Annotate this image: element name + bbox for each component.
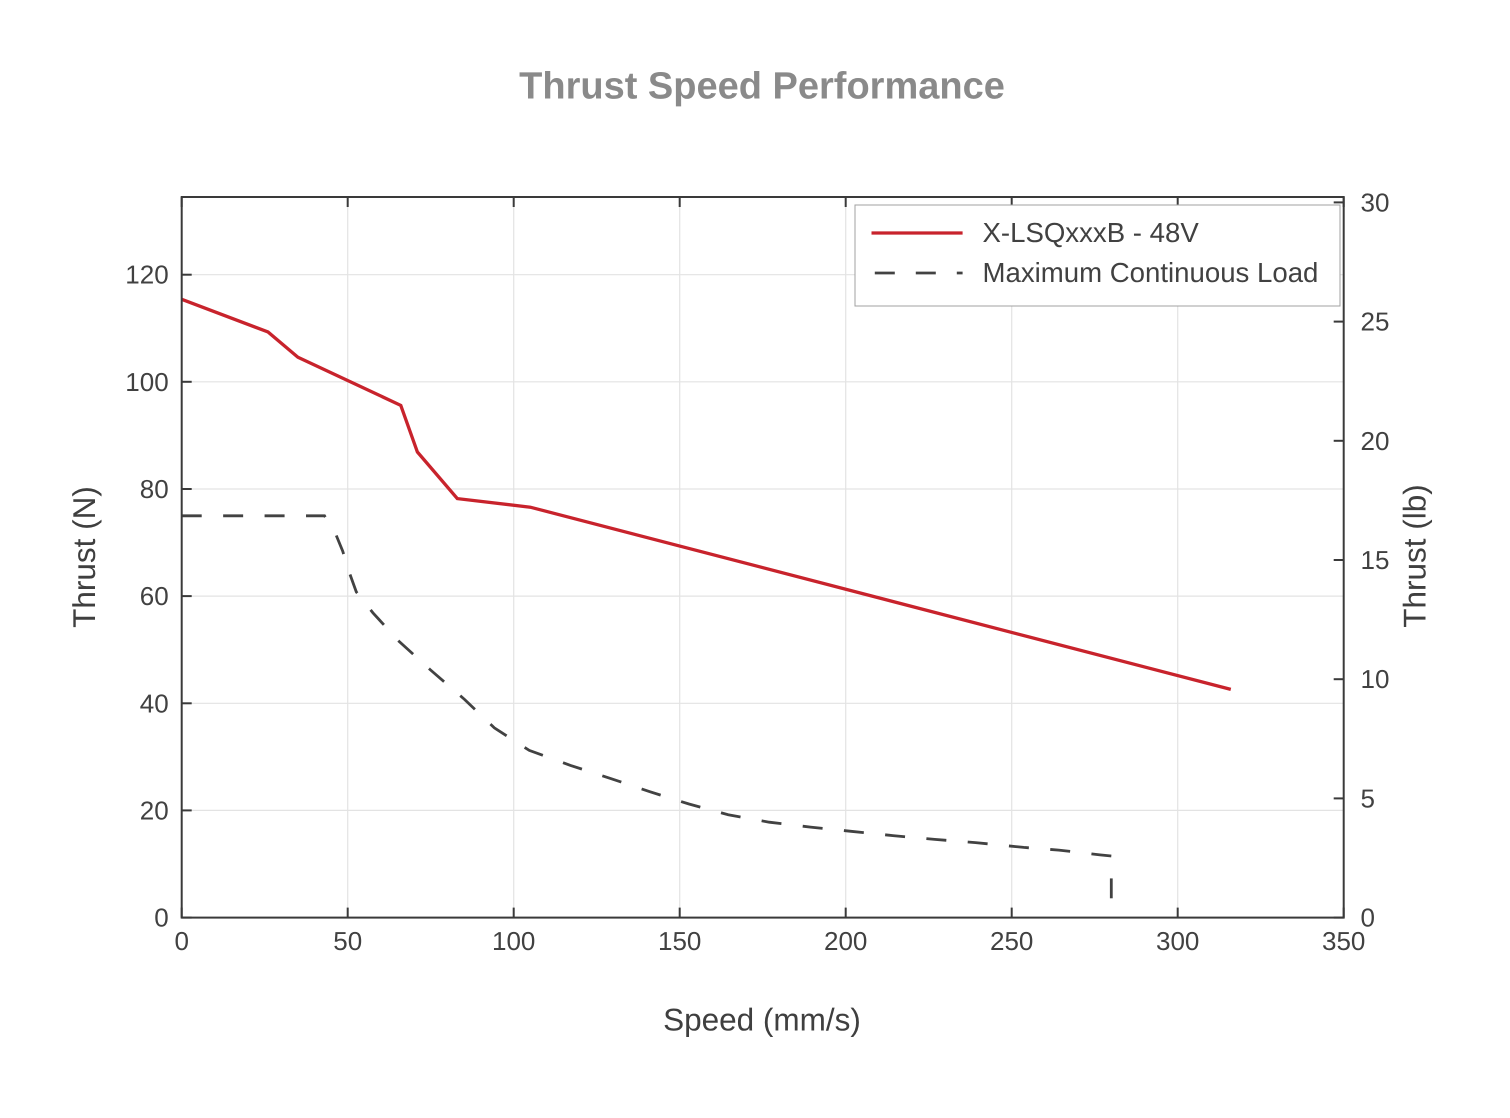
svg-text:0: 0	[174, 926, 188, 956]
svg-text:50: 50	[333, 926, 362, 956]
svg-text:30: 30	[1361, 187, 1390, 217]
svg-text:20: 20	[140, 795, 169, 825]
svg-text:Thrust (N): Thrust (N)	[66, 486, 102, 628]
svg-text:40: 40	[140, 688, 169, 718]
svg-text:200: 200	[824, 926, 867, 956]
svg-text:Thrust Speed Performance: Thrust Speed Performance	[519, 66, 1005, 108]
svg-text:0: 0	[1361, 903, 1375, 933]
svg-text:300: 300	[1156, 926, 1199, 956]
svg-text:Maximum Continuous Load: Maximum Continuous Load	[983, 257, 1319, 288]
svg-text:10: 10	[1361, 664, 1390, 694]
svg-text:Thrust (lb): Thrust (lb)	[1397, 484, 1433, 628]
svg-text:15: 15	[1361, 545, 1390, 575]
svg-text:25: 25	[1361, 307, 1390, 337]
svg-text:120: 120	[125, 260, 168, 290]
svg-text:100: 100	[125, 367, 168, 397]
svg-text:5: 5	[1361, 783, 1375, 813]
svg-text:100: 100	[492, 926, 535, 956]
svg-text:350: 350	[1322, 926, 1365, 956]
svg-text:20: 20	[1361, 426, 1390, 456]
svg-text:Speed (mm/s): Speed (mm/s)	[663, 1002, 861, 1038]
svg-text:80: 80	[140, 474, 169, 504]
svg-text:250: 250	[990, 926, 1033, 956]
svg-text:150: 150	[658, 926, 701, 956]
svg-text:0: 0	[154, 903, 168, 933]
svg-text:X-LSQxxxB - 48V: X-LSQxxxB - 48V	[983, 217, 1200, 248]
svg-text:60: 60	[140, 581, 169, 611]
